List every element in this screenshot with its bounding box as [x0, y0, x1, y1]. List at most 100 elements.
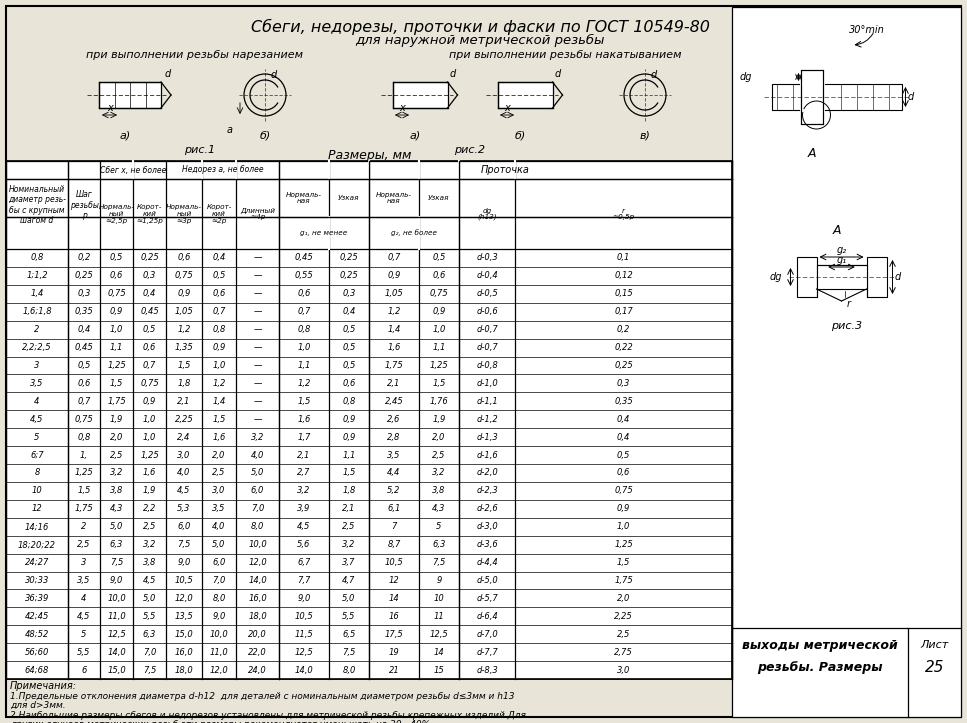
Text: 12: 12	[32, 504, 43, 513]
Text: 1,0: 1,0	[110, 325, 123, 334]
Text: 5,0: 5,0	[342, 594, 356, 603]
Text: 1,2: 1,2	[177, 325, 190, 334]
Text: 2,1: 2,1	[342, 504, 356, 513]
Text: 4,5: 4,5	[297, 522, 310, 531]
Text: 2,0: 2,0	[617, 594, 630, 603]
Text: d: d	[907, 92, 914, 102]
Text: 0,9: 0,9	[432, 307, 446, 316]
Text: 0,9: 0,9	[342, 415, 356, 424]
Text: 12,0: 12,0	[210, 666, 228, 675]
Bar	[866, 257, 887, 297]
Text: 14: 14	[433, 648, 445, 656]
Text: 3,5: 3,5	[388, 450, 400, 460]
Text: 2.Наибольшие размеры сбегов и недорезов установлены для метрической резьбы крепе: 2.Наибольшие размеры сбегов и недорезов …	[10, 711, 526, 720]
Text: 2,7: 2,7	[297, 469, 310, 477]
Text: резьбы. Размеры: резьбы. Размеры	[757, 662, 883, 675]
Text: 8,0: 8,0	[250, 522, 264, 531]
Bar	[801, 70, 823, 124]
Text: A: A	[833, 224, 840, 237]
Text: 0,5: 0,5	[110, 254, 123, 262]
Text: 30;33: 30;33	[25, 576, 49, 585]
Text: 10: 10	[433, 594, 445, 603]
Text: 3,2: 3,2	[250, 432, 264, 442]
Text: 3,2: 3,2	[342, 540, 356, 549]
Text: 10,0: 10,0	[249, 540, 267, 549]
Text: 6;7: 6;7	[30, 450, 44, 460]
Text: 24,0: 24,0	[249, 666, 267, 675]
Text: 1,1: 1,1	[342, 450, 356, 460]
Text: 5,5: 5,5	[143, 612, 157, 621]
Text: рис.1: рис.1	[185, 145, 216, 155]
Text: d-1,6: d-1,6	[476, 450, 498, 460]
Text: 1,0: 1,0	[143, 432, 157, 442]
Text: d-0,3: d-0,3	[476, 254, 498, 262]
Text: 0,45: 0,45	[140, 307, 159, 316]
Text: 0,2: 0,2	[617, 325, 630, 334]
Text: 9,0: 9,0	[110, 576, 123, 585]
Text: 6,0: 6,0	[213, 558, 225, 567]
Text: d: d	[651, 70, 658, 80]
Text: 1,9: 1,9	[143, 487, 157, 495]
Text: 0,1: 0,1	[617, 254, 630, 262]
Text: d-2,0: d-2,0	[476, 469, 498, 477]
Bar	[732, 7, 961, 717]
Text: 8: 8	[34, 469, 40, 477]
Text: 1,75: 1,75	[107, 397, 126, 406]
Text: 1,2: 1,2	[388, 307, 400, 316]
Text: 7,0: 7,0	[143, 648, 157, 656]
Text: 3,0: 3,0	[213, 487, 225, 495]
Text: 0,9: 0,9	[342, 432, 356, 442]
Text: —: —	[253, 415, 262, 424]
Text: 56;60: 56;60	[25, 648, 49, 656]
Text: 4,0: 4,0	[250, 450, 264, 460]
Text: 12,5: 12,5	[429, 630, 449, 638]
Text: 0,8: 0,8	[297, 325, 310, 334]
Text: 16,0: 16,0	[175, 648, 193, 656]
Text: 0,9: 0,9	[213, 343, 225, 352]
Text: 4: 4	[81, 594, 87, 603]
Text: 12: 12	[389, 576, 399, 585]
Text: Узкая: Узкая	[338, 195, 360, 201]
Text: 0,5: 0,5	[342, 343, 356, 352]
Text: 8,0: 8,0	[342, 666, 356, 675]
Text: d-1,1: d-1,1	[476, 397, 498, 406]
Text: 1,75: 1,75	[614, 576, 632, 585]
Text: —: —	[253, 379, 262, 388]
Text: 0,4: 0,4	[342, 307, 356, 316]
Text: x: x	[399, 103, 405, 113]
Text: 10,5: 10,5	[175, 576, 193, 585]
Text: 1.Предельные отклонения диаметра d-h12  для деталей с номинальным диаметром резь: 1.Предельные отклонения диаметра d-h12 д…	[10, 692, 514, 701]
Text: 1,5: 1,5	[342, 469, 356, 477]
Text: 0,4: 0,4	[213, 254, 225, 262]
Text: x: x	[107, 103, 113, 113]
Bar	[6, 161, 732, 679]
Text: 0,4: 0,4	[143, 289, 157, 299]
Text: 0,3: 0,3	[617, 379, 630, 388]
Text: d-0,5: d-0,5	[476, 289, 498, 299]
Text: 9,0: 9,0	[177, 558, 190, 567]
Text: x: x	[504, 103, 510, 113]
Text: 6,0: 6,0	[250, 487, 264, 495]
Text: 0,25: 0,25	[614, 361, 632, 370]
Text: 5,2: 5,2	[388, 487, 400, 495]
Text: 6,3: 6,3	[110, 540, 123, 549]
Text: 1,6: 1,6	[388, 343, 400, 352]
Text: 7,5: 7,5	[432, 558, 446, 567]
Text: 0,2: 0,2	[77, 254, 91, 262]
Text: 9: 9	[436, 576, 442, 585]
Text: 3,2: 3,2	[143, 540, 157, 549]
Text: 0,8: 0,8	[342, 397, 356, 406]
Text: 5: 5	[81, 630, 87, 638]
Text: 4,5: 4,5	[30, 415, 44, 424]
Text: 18;20;22: 18;20;22	[18, 540, 56, 549]
Text: 3,9: 3,9	[297, 504, 310, 513]
Text: 14,0: 14,0	[249, 576, 267, 585]
Text: d-7,7: d-7,7	[476, 648, 498, 656]
Text: d-8,3: d-8,3	[476, 666, 498, 675]
Text: в): в)	[639, 130, 651, 140]
Text: 5,3: 5,3	[177, 504, 190, 513]
Text: g₁, не менее: g₁, не менее	[301, 230, 347, 236]
Text: 1,5: 1,5	[432, 379, 446, 388]
Text: 42;45: 42;45	[25, 612, 49, 621]
Text: d-5,0: d-5,0	[476, 576, 498, 585]
